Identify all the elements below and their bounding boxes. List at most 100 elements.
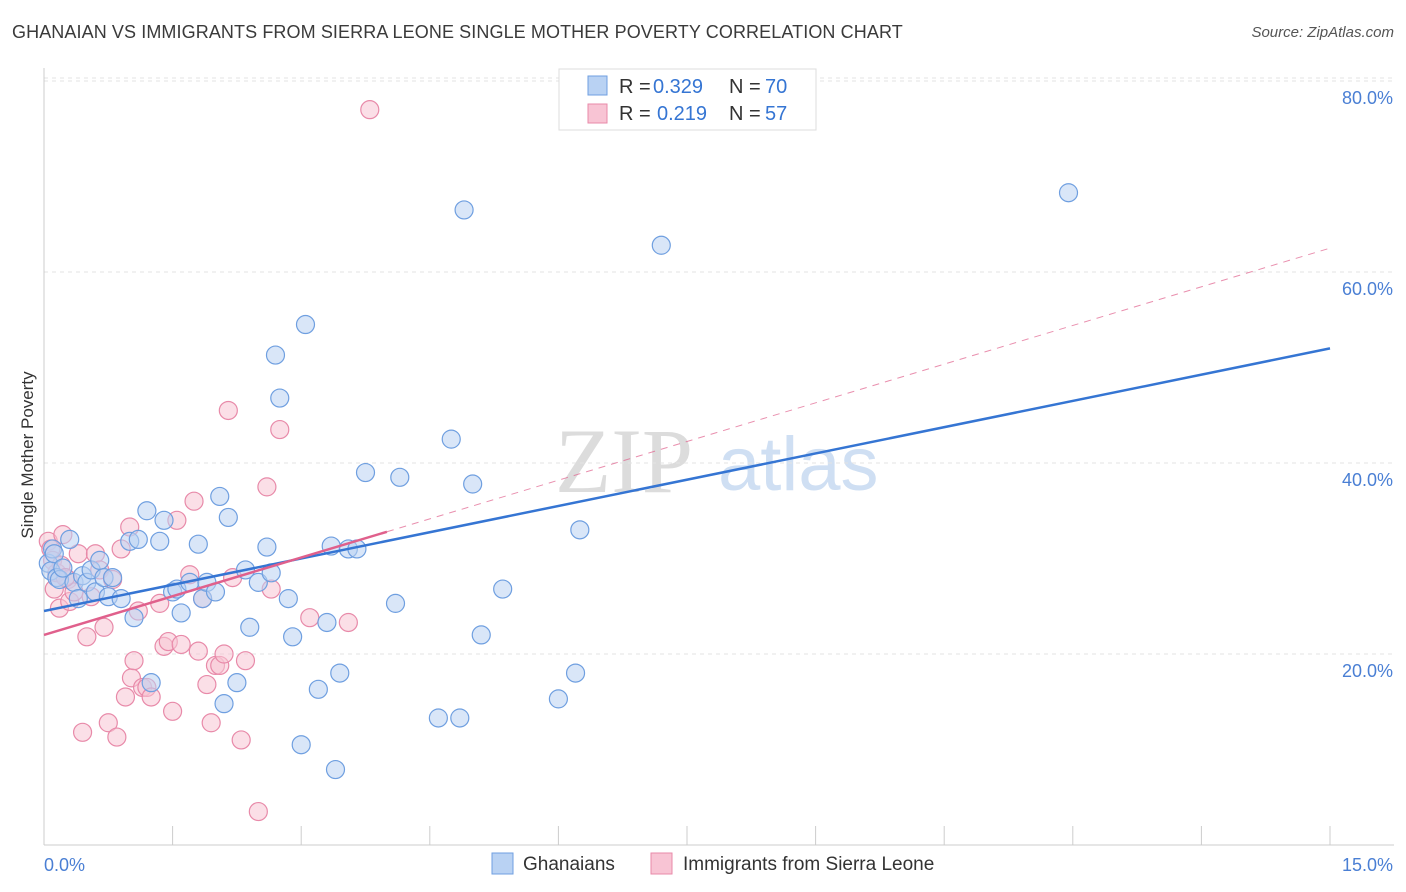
point-sierra-leone-25 xyxy=(124,651,144,671)
point-ghanaians-23 xyxy=(141,673,161,693)
point-ghanaians-41 xyxy=(257,537,277,557)
legend-n-label-1: N = xyxy=(729,76,761,98)
legend-n-value-1: 70 xyxy=(765,76,787,98)
point-sierra-leone-40 xyxy=(197,674,217,695)
legend-r-value-2: 0.219 xyxy=(657,103,707,125)
legend-n-label-2: N = xyxy=(729,103,761,125)
point-ghanaians-61 xyxy=(450,708,470,728)
point-ghanaians-45 xyxy=(278,589,298,609)
point-ghanaians-68 xyxy=(570,520,590,540)
point-sierra-leone-53 xyxy=(300,608,320,628)
point-sierra-leone-17 xyxy=(94,617,114,637)
y-tick-label-60: 60.0% xyxy=(1342,279,1393,299)
x-axis-ticks xyxy=(43,826,1331,845)
bottom-legend-label-sierra-leone: Immigrants from Sierra Leone xyxy=(683,854,934,875)
point-ghanaians-67 xyxy=(565,663,586,683)
legend-n-value-2: 57 xyxy=(765,103,787,125)
point-ghanaians-63 xyxy=(463,474,483,494)
point-ghanaians-60 xyxy=(441,429,461,449)
point-ghanaians-69 xyxy=(651,235,671,255)
point-ghanaians-21 xyxy=(128,529,148,550)
point-ghanaians-50 xyxy=(317,612,337,633)
point-ghanaians-39 xyxy=(240,617,260,637)
point-sierra-leone-55 xyxy=(360,100,380,120)
point-sierra-leone-49 xyxy=(248,801,268,822)
point-sierra-leone-50 xyxy=(257,477,277,497)
point-ghanaians-43 xyxy=(265,345,286,365)
legend-r-label-2: R = xyxy=(619,103,651,125)
point-ghanaians-37 xyxy=(227,673,247,693)
point-ghanaians-52 xyxy=(325,759,346,780)
trend-line-sierra-leone xyxy=(43,530,388,637)
point-ghanaians-7 xyxy=(60,529,80,550)
point-ghanaians-49 xyxy=(308,679,328,699)
y-tick-label-40: 40.0% xyxy=(1342,470,1393,490)
point-ghanaians-53 xyxy=(330,663,350,683)
point-ghanaians-22 xyxy=(137,501,157,521)
chart-title: GHANAIAN VS IMMIGRANTS FROM SIERRA LEONE… xyxy=(12,22,903,42)
point-sierra-leone-48 xyxy=(235,651,256,671)
point-sierra-leone-54 xyxy=(338,612,358,633)
point-sierra-leone-35 xyxy=(171,634,191,655)
point-sierra-leone-33 xyxy=(163,701,183,721)
point-sierra-leone-41 xyxy=(201,713,221,733)
x-tick-label-min: 0.0% xyxy=(44,855,85,875)
x-tick-label-max: 15.0% xyxy=(1342,855,1393,875)
y-axis-label: Single Mother Poverty xyxy=(18,371,37,539)
point-ghanaians-17 xyxy=(102,567,123,588)
point-ghanaians-65 xyxy=(493,579,513,599)
bottom-legend-swatch-sierra-leone xyxy=(650,852,673,875)
point-ghanaians-64 xyxy=(471,625,491,645)
point-sierra-leone-12 xyxy=(72,722,93,742)
point-ghanaians-59 xyxy=(428,708,448,728)
point-ghanaians-40 xyxy=(248,572,268,592)
y-tick-label-20: 20.0% xyxy=(1342,661,1393,681)
watermark-zip: ZIP xyxy=(555,410,693,512)
point-ghanaians-44 xyxy=(270,388,290,408)
point-sierra-leone-13 xyxy=(77,627,97,647)
point-ghanaians-14 xyxy=(90,550,110,571)
point-ghanaians-20 xyxy=(124,608,144,628)
point-ghanaians-25 xyxy=(154,510,174,530)
point-ghanaians-48 xyxy=(295,314,316,335)
source-credit: Source: ZipAtlas.com xyxy=(1251,24,1394,41)
point-sierra-leone-52 xyxy=(270,419,290,440)
point-sierra-leone-47 xyxy=(231,730,251,750)
point-ghanaians-24 xyxy=(150,531,170,551)
correlation-legend: R = 0.329 N = 70 R = 0.219 N = 57 xyxy=(558,68,817,131)
legend-r-label-1: R = xyxy=(619,76,651,98)
watermark: ZIP atlas xyxy=(555,410,879,512)
point-sierra-leone-45 xyxy=(218,400,238,421)
point-ghanaians-28 xyxy=(171,603,191,623)
bottom-legend-swatch-ghanaians xyxy=(491,852,514,875)
point-ghanaians-66 xyxy=(548,689,569,709)
point-ghanaians-57 xyxy=(385,593,406,613)
point-ghanaians-56 xyxy=(355,462,376,483)
point-ghanaians-18 xyxy=(111,589,131,609)
point-sierra-leone-37 xyxy=(184,491,204,511)
point-ghanaians-6 xyxy=(53,558,73,578)
point-ghanaians-34 xyxy=(210,486,230,507)
watermark-atlas: atlas xyxy=(718,422,879,507)
point-ghanaians-36 xyxy=(218,507,238,528)
point-sierra-leone-44 xyxy=(214,644,234,664)
legend-swatch-ghanaians xyxy=(587,75,608,96)
point-ghanaians-58 xyxy=(390,467,410,487)
y-tick-labels: 20.0% 40.0% 60.0% 80.0% xyxy=(1342,88,1393,681)
point-ghanaians-47 xyxy=(291,735,311,755)
legend-swatch-sierra-leone xyxy=(587,103,608,124)
series-legend: Ghanaians Immigrants from Sierra Leone xyxy=(491,852,934,875)
point-ghanaians-70 xyxy=(1058,183,1079,203)
point-sierra-leone-22 xyxy=(115,687,136,707)
point-ghanaians-30 xyxy=(188,534,208,554)
point-sierra-leone-20 xyxy=(107,727,127,747)
trend-line-ghanaians xyxy=(43,347,1331,613)
point-ghanaians-35 xyxy=(214,694,234,714)
legend-r-value-1: 0.329 xyxy=(653,76,703,98)
trend-lines xyxy=(43,247,1331,637)
series-points xyxy=(38,100,1079,822)
point-ghanaians-46 xyxy=(283,627,303,647)
point-ghanaians-3 xyxy=(44,544,64,564)
point-sierra-leone-38 xyxy=(188,641,208,661)
